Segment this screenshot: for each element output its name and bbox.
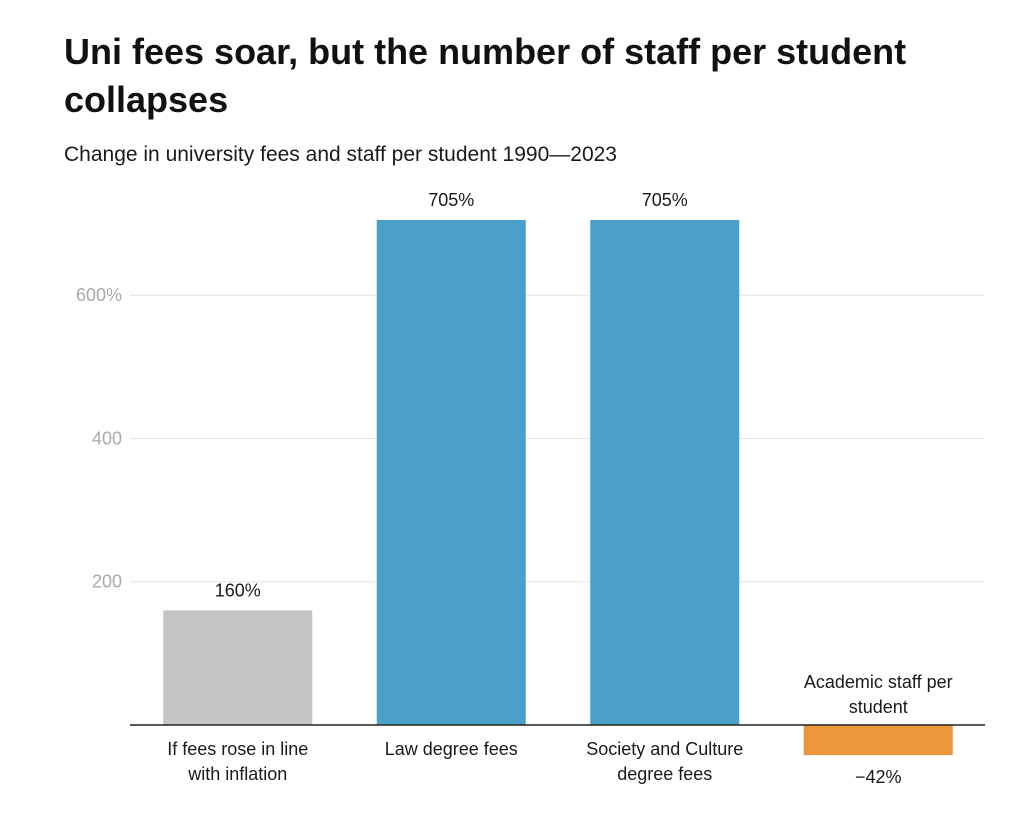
y-tick-label: 200 [92,572,122,592]
bar [803,725,953,756]
bar [376,220,526,726]
category-label: with inflation [187,764,287,784]
bar [590,220,740,726]
category-label: Academic staff per [804,672,953,692]
category-label: degree fees [617,764,712,784]
y-tick-label: 600% [76,285,122,305]
data-label: −42% [855,767,902,787]
category-label: Law degree fees [385,739,518,759]
bar [163,610,313,725]
data-label: 705% [428,190,474,210]
y-tick-label: 400 [92,428,122,448]
category-label: Society and Culture [586,739,743,759]
data-label: 160% [215,580,261,600]
data-label: 705% [642,190,688,210]
chart-title: Uni fees soar, but the number of staff p… [64,31,907,120]
category-label: student [849,697,908,717]
chart-subtitle: Change in university fees and staff per … [64,143,617,166]
category-label: If fees rose in line [167,739,308,759]
